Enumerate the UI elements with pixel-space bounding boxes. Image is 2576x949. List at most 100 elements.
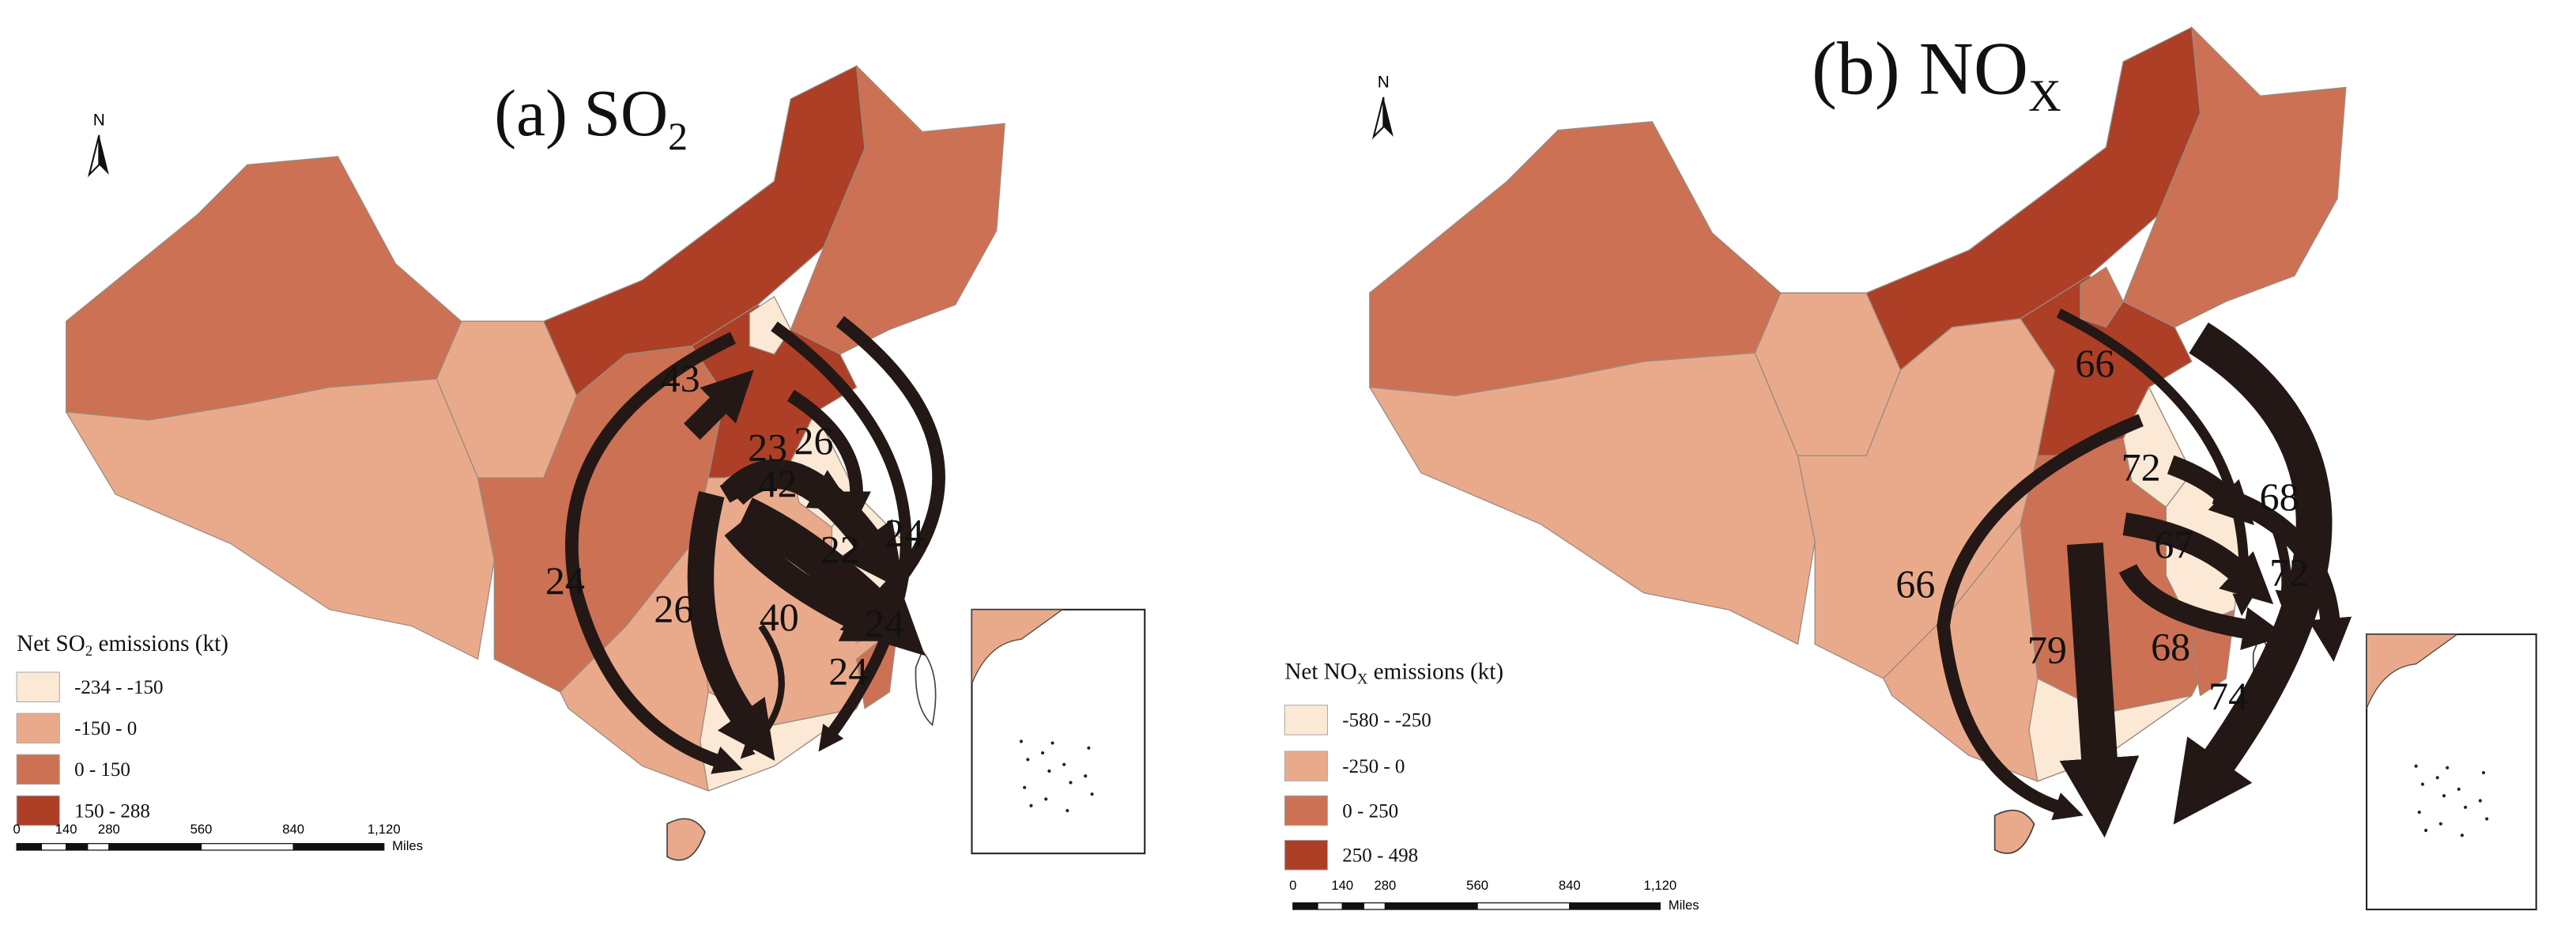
flow-label: 26: [794, 418, 834, 463]
scale-tick-label: 840: [1559, 878, 1581, 893]
flow-arrow: [2173, 322, 2333, 825]
flow-arrow: [771, 321, 912, 752]
flow-arrow: [724, 519, 903, 641]
flow-label: 24: [884, 511, 924, 555]
flow-arrow: [565, 331, 743, 774]
scale-bar-segment: [1341, 902, 1364, 910]
inset-island: [2457, 787, 2461, 791]
flow-label: 24: [545, 558, 585, 603]
scale-bar-segment: [1292, 902, 1318, 910]
province: [66, 156, 462, 421]
scale-unit: Miles: [392, 838, 423, 853]
province: [749, 296, 792, 355]
inset-island: [1019, 739, 1024, 743]
inset-island: [1069, 781, 1073, 785]
legend-swatch: [1284, 839, 1329, 871]
flow-label: 66: [2075, 341, 2114, 385]
flow-label: 23: [748, 425, 787, 469]
province: [2080, 266, 2124, 328]
china-map: [1368, 25, 2347, 854]
flow-label: 67: [2154, 522, 2193, 566]
flow-label: 72: [2269, 550, 2309, 595]
legend-title-sub: X: [1357, 671, 1368, 688]
north-label: N: [1378, 73, 1390, 91]
flow-arrow: [2059, 542, 2140, 838]
inset-frame: [2366, 633, 2537, 911]
legend-label: -250 - 0: [1342, 756, 1405, 777]
flow-arrow: [687, 490, 775, 762]
scale-tick-label: 560: [190, 822, 213, 837]
inset-island: [1050, 741, 1054, 745]
legend-label: 0 - 150: [74, 759, 130, 781]
china-map: [65, 64, 1005, 861]
legend-title: Net NOX emissions (kt): [1284, 659, 1503, 687]
legend-label: -150 - 0: [74, 718, 137, 739]
north-arrow: [99, 134, 109, 175]
flow-label: 43: [661, 356, 700, 400]
legend-swatch: [1284, 751, 1329, 782]
legend-title-main: Net NO: [1284, 659, 1356, 684]
inset-island: [1029, 803, 1033, 807]
inset-island: [2438, 822, 2442, 826]
legend-swatch: [1284, 705, 1329, 735]
flow-label: 42: [758, 461, 798, 505]
scale-bar-segment: [1569, 902, 1661, 910]
flow-label: 26: [654, 586, 693, 630]
north-label: N: [93, 111, 105, 129]
inset-island: [1023, 785, 1027, 789]
flow-label: 66: [1895, 561, 1935, 606]
island: [1993, 809, 2035, 854]
title-sub: 2: [668, 114, 688, 158]
flow-label: 79: [2027, 628, 2067, 672]
title-main: (a) SO: [494, 78, 668, 150]
legend-title-sub: 2: [85, 643, 92, 660]
inset-island: [2464, 805, 2468, 809]
scale-bar-segment: [1363, 902, 1386, 910]
inset-island: [1044, 797, 1048, 801]
legend-label: 250 - 498: [1342, 845, 1418, 867]
inset-island: [1084, 774, 1088, 778]
island: [666, 818, 706, 861]
scale-bar-segment: [292, 843, 385, 851]
legend-swatch: [16, 754, 60, 785]
scale-tick-label: 280: [98, 822, 120, 837]
scale-tick-label: 560: [1466, 878, 1488, 893]
scale-bar-segment: [200, 843, 294, 851]
flow-label: 24: [865, 601, 904, 645]
panel-title: (b) NOX: [1812, 27, 2061, 121]
island: [915, 649, 937, 727]
flow-arrow: [740, 624, 785, 759]
inset-island: [2424, 828, 2428, 833]
flow-label: 22: [820, 527, 860, 571]
panel-title: (a) SO2: [494, 78, 688, 158]
inset-island: [1047, 769, 1051, 773]
inset-island: [1087, 746, 1091, 750]
scale-tick-label: 1,120: [368, 822, 401, 837]
north-arrow: [1383, 96, 1394, 137]
flow-label: 24: [828, 649, 868, 694]
title-main: (b) NO: [1812, 27, 2028, 111]
province: [790, 64, 1005, 355]
flow-arrow: [2056, 308, 2254, 616]
flow-label: 74: [2208, 674, 2248, 718]
flow-arrow: [2118, 563, 2287, 651]
scale-tick-label: 280: [1375, 878, 1397, 893]
inset-island: [2414, 764, 2418, 768]
legend-swatch: [1284, 795, 1329, 826]
province: [65, 378, 495, 660]
legend-title-main: Net SO: [17, 631, 85, 656]
inset-island: [1062, 762, 1066, 766]
province: [1368, 352, 1816, 645]
flow-arrow: [722, 459, 905, 592]
legend-swatch: [16, 671, 60, 703]
flow-arrow: [2212, 485, 2352, 662]
province: [1369, 121, 1782, 397]
legend-title: Net SO2 emissions (kt): [17, 631, 228, 660]
legend-title-rest: emissions (kt): [1367, 659, 1503, 684]
scale-bar-segment: [1384, 902, 1478, 910]
inset-island: [2481, 771, 2486, 775]
scale-bar-segment: [16, 843, 43, 851]
inset-island: [2442, 794, 2446, 798]
scale-tick-label: 840: [282, 822, 304, 837]
